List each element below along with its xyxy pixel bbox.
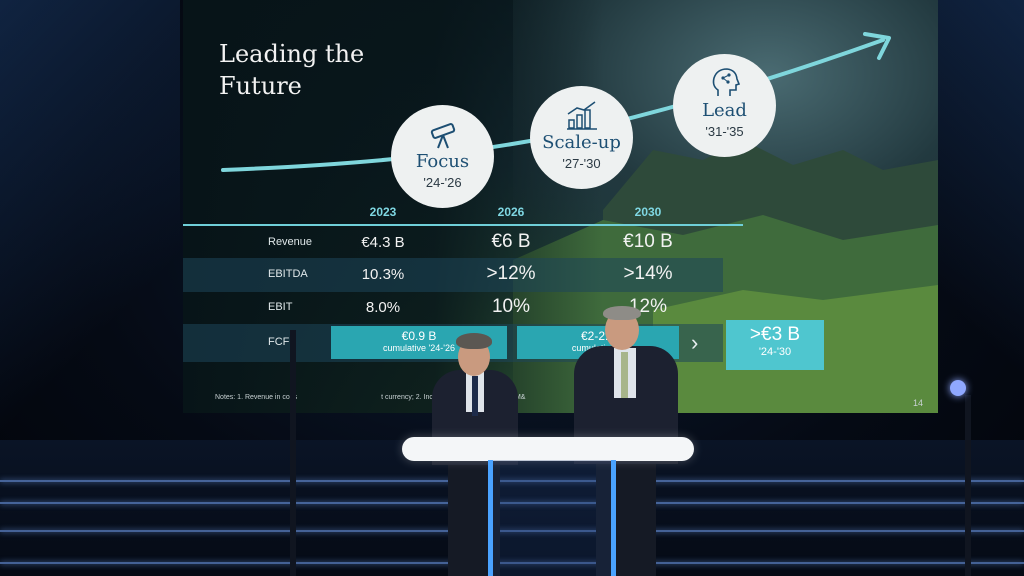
phase-years: '27-'30 — [562, 156, 601, 171]
row-label: EBITDA — [268, 268, 308, 280]
table-row-revenue: Revenue €4.3 B €6 B €10 B — [183, 226, 723, 260]
cell-value: 8.0% — [365, 299, 401, 316]
floor-light-strip — [0, 562, 1024, 564]
cell-value: >12% — [486, 263, 536, 284]
fcf-subtext: cumulative '24-'26 — [383, 343, 455, 353]
cell-value: €4.3 B — [361, 234, 405, 251]
stage-light-right — [924, 0, 1024, 440]
phase-circle-scale-up: Scale-up '27-'30 — [530, 86, 633, 189]
speaker-right-tie — [621, 352, 628, 398]
phase-name: Scale-up — [542, 132, 621, 153]
presentation-screen: Leading the Future Focus '24-'26 Scale-u… — [183, 0, 938, 413]
chevron-right-icon: › — [691, 330, 699, 355]
speaker-left-tie — [472, 376, 478, 416]
phase-name: Lead — [702, 100, 747, 121]
cell-value: €10 B — [623, 231, 673, 252]
phase-years: '24-'26 — [423, 175, 462, 190]
row-label: Revenue — [268, 236, 313, 248]
table-row-ebitda: EBITDA 10.3% >12% >14% — [183, 258, 723, 292]
slide-notes-text: Notes: 1. Revenue in cons — [215, 394, 298, 401]
bar-chart-icon — [566, 101, 597, 130]
telescope-icon — [430, 123, 455, 149]
podium-table-top — [402, 437, 694, 461]
speaker-left-hair — [456, 333, 492, 349]
table-row-ebit: EBIT 8.0% 10% 12% — [183, 291, 723, 325]
row-label: FCF — [268, 336, 290, 348]
stage-light-left — [0, 0, 180, 440]
row-label: EBIT — [268, 301, 293, 313]
table-header-divider — [183, 224, 743, 226]
column-header-2030: 2030 — [634, 205, 662, 219]
phase-circle-focus: Focus '24-'26 — [391, 105, 494, 208]
stage-spotlight — [950, 380, 966, 396]
ai-head-icon — [712, 68, 740, 96]
slide-page-number: 14 — [913, 398, 924, 408]
floor-light-strip — [0, 530, 1024, 532]
cell-value: >14% — [623, 263, 673, 284]
speaker-right-legs — [596, 460, 656, 576]
cell-value: 10% — [491, 296, 531, 317]
floor-light-strip — [0, 502, 1024, 504]
podium-base — [488, 460, 616, 576]
phase-name: Focus — [415, 151, 470, 172]
fcf-total-box: >€3 B '24-'30 — [726, 320, 824, 370]
phase-years: '31-'35 — [705, 124, 744, 139]
cell-value: €6 B — [491, 231, 531, 252]
column-header-2023: 2023 — [369, 205, 397, 219]
mic-stand-left — [290, 330, 296, 576]
floor-light-strip — [0, 480, 1024, 482]
phase-circle-lead: Lead '31-'35 — [673, 54, 776, 157]
slide-title: Leading the Future — [219, 40, 365, 100]
column-header-2026: 2026 — [497, 205, 525, 219]
fcf-total-period: '24-'30 — [758, 346, 792, 358]
fcf-value: €0.9 B — [401, 329, 437, 343]
fcf-value: €2-2.5 — [580, 329, 616, 343]
fcf-total-value: >€3 B — [749, 324, 801, 345]
mic-stand-right — [965, 395, 971, 576]
cell-value: 10.3% — [361, 266, 405, 283]
speaker-right-hair — [603, 306, 641, 320]
